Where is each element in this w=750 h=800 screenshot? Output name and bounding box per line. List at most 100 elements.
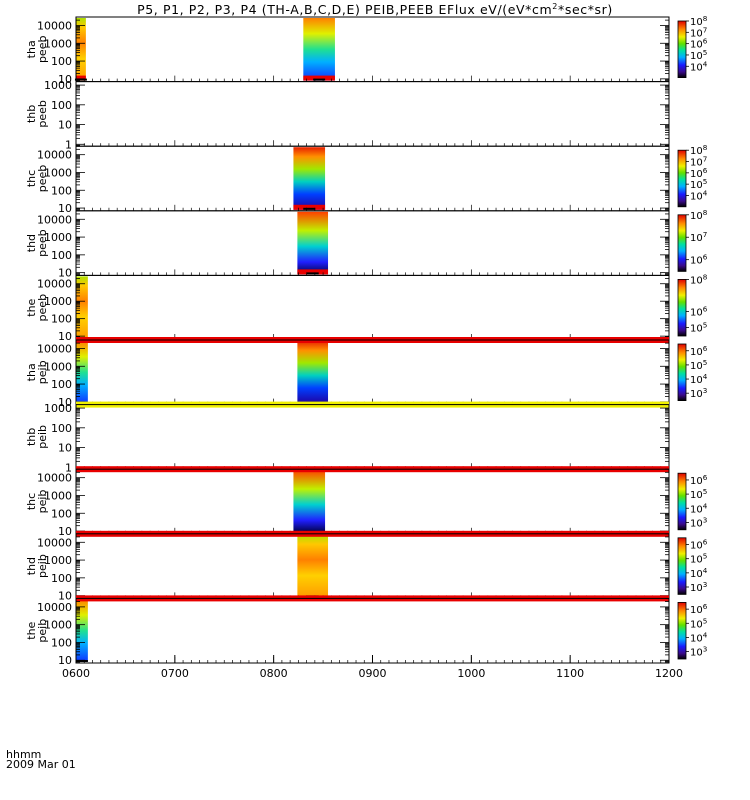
data-gap-marker — [75, 660, 88, 662]
y-tick-label: 1000 — [44, 619, 72, 632]
colorbar — [677, 278, 687, 337]
colorbar — [677, 472, 687, 531]
spectrogram-block — [293, 470, 326, 533]
y-tick-label: 1000 — [44, 166, 72, 179]
y-axis-product-label: peib — [36, 619, 49, 643]
colorbar-label: 106 — [690, 538, 708, 552]
y-axis-probe-label: thd — [25, 234, 38, 252]
y-axis-probe-label: thd — [25, 557, 38, 575]
panel-frame — [75, 533, 670, 599]
y-axis-probe-label: thb — [25, 105, 38, 123]
colorbar-label: 106 — [690, 602, 708, 616]
colorbar-label: 107 — [690, 25, 707, 39]
y-tick-label: 10000 — [37, 19, 72, 32]
panel-frame — [75, 404, 670, 470]
spectrogram-block — [76, 341, 88, 404]
bottom-energy-band — [303, 75, 335, 81]
data-gap-marker — [313, 78, 326, 81]
colorbar-label: 108 — [690, 272, 708, 286]
spectrogram-block — [297, 211, 329, 275]
colorbar-label: 107 — [690, 230, 707, 244]
figure-title: P5, P1, P2, P3, P4 (TH-A,B,C,D,E) PEIB,P… — [0, 2, 750, 17]
panel-frame — [75, 145, 670, 212]
y-tick-label: 10 — [58, 73, 72, 86]
colorbar-label: 105 — [690, 177, 707, 191]
y-tick-label: 1000 — [44, 554, 72, 567]
x-tick-label: 0900 — [359, 667, 387, 680]
y-tick-label: 100 — [51, 636, 72, 649]
panel-frame — [75, 597, 670, 664]
panel-frame — [75, 468, 670, 535]
time-format-label: hhmm — [6, 748, 42, 761]
x-tick-label: 0700 — [161, 667, 189, 680]
date-label: 2009 Mar 01 — [6, 758, 76, 771]
y-tick-label: 10 — [58, 330, 72, 343]
data-gap-marker — [303, 207, 316, 210]
colorbar-label: 104 — [690, 59, 708, 73]
colorbar-label: 108 — [690, 143, 708, 157]
colorbar-label: 105 — [690, 552, 707, 566]
colorbar-label: 108 — [690, 208, 708, 222]
x-tick-label: 1200 — [655, 667, 683, 680]
time-axis: 0600 0700 0800 0900 1000 1100 1200 — [62, 655, 683, 680]
colorbar — [677, 149, 687, 208]
colorbar-label: 107 — [690, 155, 707, 169]
y-tick-label: 10000 — [37, 213, 72, 226]
y-tick-label: 10 — [58, 119, 72, 132]
colorbar-label: 103 — [690, 645, 707, 659]
x-tick-label: 0600 — [62, 667, 90, 680]
y-axis-product-label: peeb — [36, 165, 49, 193]
spectrogram-block — [293, 147, 326, 210]
colorbar-label: 105 — [690, 487, 707, 501]
y-tick-label: 10000 — [37, 278, 72, 291]
title-main: P5, P1, P2, P3, P4 (TH-A,B,C,D,E) PEIB,P… — [137, 2, 553, 18]
y-tick-label: 10000 — [37, 472, 72, 485]
colorbar-label: 105 — [690, 358, 707, 372]
y-tick-label: 10 — [58, 590, 72, 603]
y-axis-probe-label: tha — [25, 40, 38, 58]
y-axis-product-label: peib — [36, 554, 49, 578]
y-tick-label: 10 — [58, 202, 72, 215]
colorbar-label: 108 — [690, 14, 708, 28]
colorbar-label: 105 — [690, 48, 707, 62]
y-axis-product-label: peeb — [36, 229, 49, 257]
y-tick-label: 1000 — [44, 402, 72, 415]
y-axis-probe-label: thc — [25, 493, 38, 510]
y-tick-label: 10 — [58, 525, 72, 538]
y-tick-label: 1 — [65, 138, 72, 151]
y-axis-product-label: peeb — [36, 100, 49, 128]
y-tick-label: 1 — [65, 461, 72, 474]
panel-frame — [75, 210, 670, 276]
colorbar-label: 104 — [690, 630, 708, 644]
y-tick-label: 1000 — [44, 37, 72, 50]
colorbar-label: 106 — [690, 166, 708, 180]
y-axis-product-label: peeb — [36, 36, 49, 64]
y-tick-label: 100 — [51, 572, 72, 585]
colorbar-label: 106 — [690, 344, 708, 358]
colorbar — [677, 214, 687, 272]
colorbar — [677, 343, 687, 401]
y-tick-label: 1000 — [44, 360, 72, 373]
colorbar-label: 103 — [690, 580, 707, 594]
panel-frame — [75, 274, 670, 341]
y-tick-label: 100 — [51, 55, 72, 68]
colorbar-label: 105 — [690, 616, 707, 630]
x-tick-label: 0800 — [260, 667, 288, 680]
y-axis-product-label: peib — [36, 360, 49, 384]
x-tick-label: 1000 — [457, 667, 485, 680]
bottom-energy-band — [76, 75, 86, 81]
colorbar — [677, 602, 687, 660]
y-axis-probe-label: thc — [25, 170, 38, 187]
y-tick-label: 1000 — [44, 295, 72, 308]
spectrogram-block — [76, 276, 88, 339]
y-tick-label: 1000 — [44, 231, 72, 244]
colorbar — [677, 537, 687, 595]
y-axis-probe-label: the — [25, 298, 38, 316]
panel-frame — [75, 16, 670, 83]
y-tick-label: 10000 — [37, 536, 72, 549]
colorbar-label: 105 — [690, 321, 707, 335]
y-axis-product-label: peib — [36, 490, 49, 514]
colorbar-label: 104 — [690, 188, 708, 202]
